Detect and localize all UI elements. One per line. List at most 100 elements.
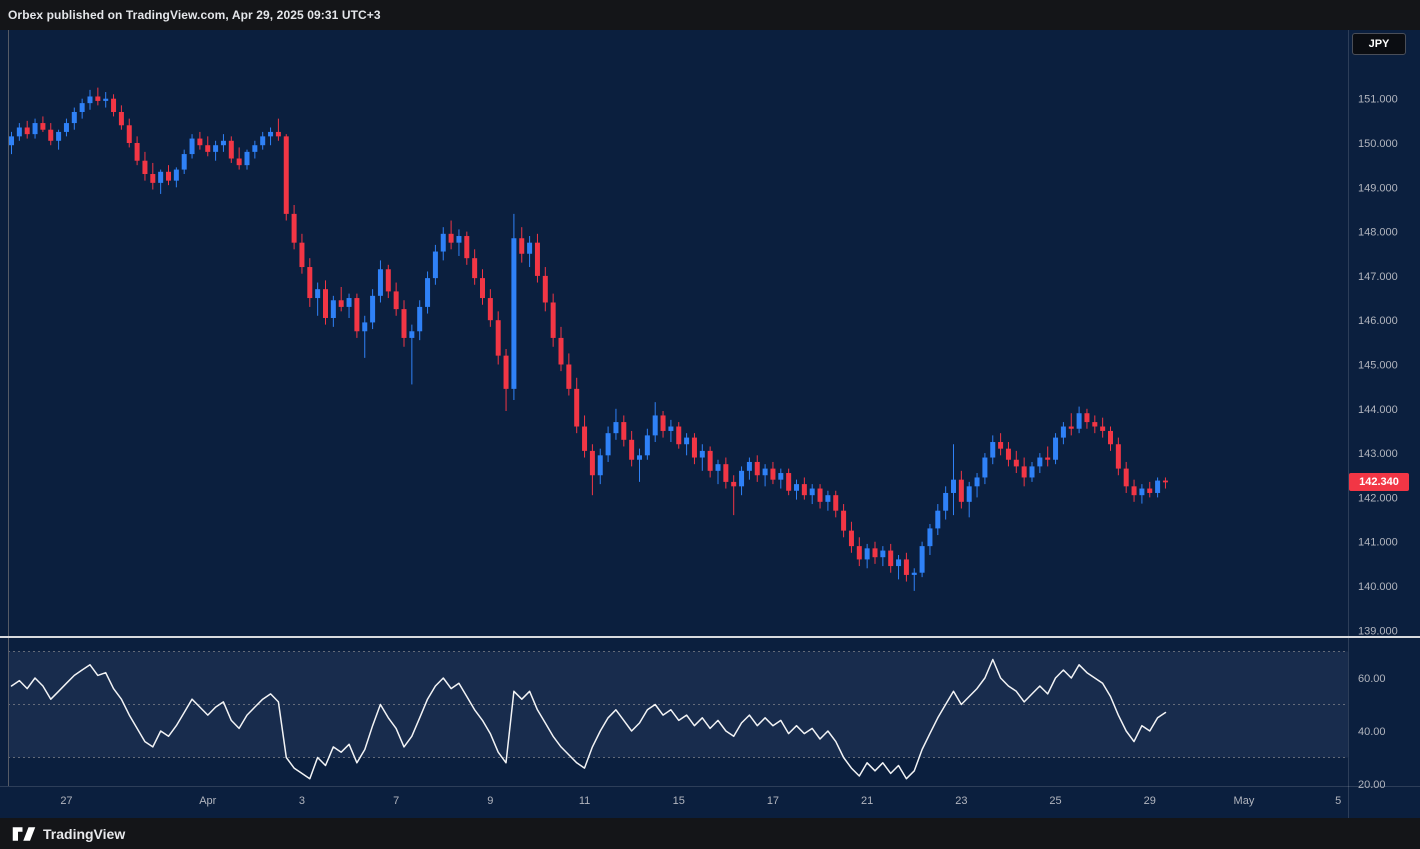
candle	[974, 473, 980, 498]
candle	[142, 151, 148, 181]
candle	[1005, 442, 1011, 467]
candle	[126, 118, 132, 148]
candle	[79, 98, 85, 119]
candle	[32, 118, 38, 139]
candle	[1092, 415, 1098, 434]
candle	[809, 484, 815, 505]
time-axis-label: 27	[60, 795, 72, 807]
price-axis-label: 149.000	[1358, 182, 1398, 194]
candle	[401, 300, 407, 347]
candle	[762, 464, 768, 487]
candle	[731, 475, 737, 516]
candle	[503, 348, 509, 412]
candle	[236, 147, 242, 170]
time-axis-label: 21	[861, 795, 873, 807]
candle	[958, 470, 964, 509]
candle	[534, 233, 540, 283]
tradingview-brand[interactable]: TradingView	[43, 825, 126, 842]
candle	[1045, 446, 1051, 467]
candle	[118, 105, 124, 130]
candle	[896, 554, 902, 580]
candle	[574, 377, 580, 434]
candle	[260, 131, 266, 150]
candle	[605, 426, 611, 462]
price-axis-label: 150.000	[1358, 138, 1398, 150]
price-axis-label: 147.000	[1358, 271, 1398, 283]
tradingview-logo-icon[interactable]	[12, 825, 36, 843]
rsi-line	[10, 658, 1167, 780]
candle	[644, 428, 650, 460]
candle	[527, 236, 533, 268]
candle	[1100, 417, 1106, 438]
candle	[888, 543, 894, 573]
candle	[71, 107, 77, 130]
candle	[691, 433, 697, 465]
candle	[370, 289, 376, 330]
candle	[880, 546, 886, 567]
time-axis-label: Apr	[199, 795, 216, 807]
candle	[323, 280, 328, 325]
candle	[943, 486, 949, 520]
candle	[1155, 477, 1161, 498]
candle	[150, 162, 156, 190]
candle	[589, 444, 595, 496]
candle	[1084, 408, 1090, 429]
time-axis-label: May	[1234, 795, 1255, 807]
candle	[166, 165, 171, 186]
candle	[1068, 413, 1074, 436]
rsi-axis-label: 20.00	[1358, 779, 1386, 791]
time-axis-label: 15	[673, 795, 685, 807]
candle	[1029, 461, 1035, 482]
candle	[205, 136, 211, 157]
candle	[244, 149, 250, 170]
candle	[487, 289, 493, 327]
candle	[315, 282, 321, 316]
candle	[770, 461, 776, 485]
candle	[566, 353, 572, 396]
candle	[228, 136, 234, 163]
candle	[801, 477, 807, 500]
candle	[173, 167, 179, 188]
candle	[213, 140, 219, 161]
candle	[111, 94, 117, 117]
candle	[848, 521, 854, 553]
candle	[668, 419, 674, 443]
candle	[817, 484, 823, 509]
candle	[833, 490, 839, 518]
candle	[354, 293, 360, 338]
candle	[919, 541, 925, 578]
candle	[24, 120, 30, 139]
candle	[16, 123, 22, 141]
candle	[746, 457, 752, 480]
candle	[283, 134, 289, 221]
candle	[739, 466, 745, 496]
price-axis-label: 139.000	[1358, 625, 1398, 637]
candle	[754, 455, 760, 482]
candle	[417, 300, 423, 341]
candle	[448, 220, 454, 250]
candle	[684, 433, 690, 456]
candle	[299, 233, 305, 274]
time-axis-label: 29	[1144, 795, 1156, 807]
candle	[1139, 484, 1145, 504]
candle	[432, 244, 438, 285]
candle	[87, 89, 93, 110]
candle	[582, 415, 588, 458]
candle	[134, 136, 140, 166]
candle	[1060, 422, 1066, 445]
candle	[707, 446, 713, 478]
candle	[621, 415, 627, 447]
candle	[456, 229, 462, 256]
candle	[1037, 453, 1043, 474]
candle	[550, 293, 556, 347]
candle	[1162, 477, 1168, 489]
attribution-text: Orbex published on TradingView.com, Apr …	[8, 8, 381, 22]
candle	[275, 118, 281, 141]
candle	[464, 231, 470, 265]
candle	[440, 227, 446, 261]
candle	[1076, 406, 1082, 434]
candle	[307, 258, 313, 307]
candle	[558, 326, 564, 372]
